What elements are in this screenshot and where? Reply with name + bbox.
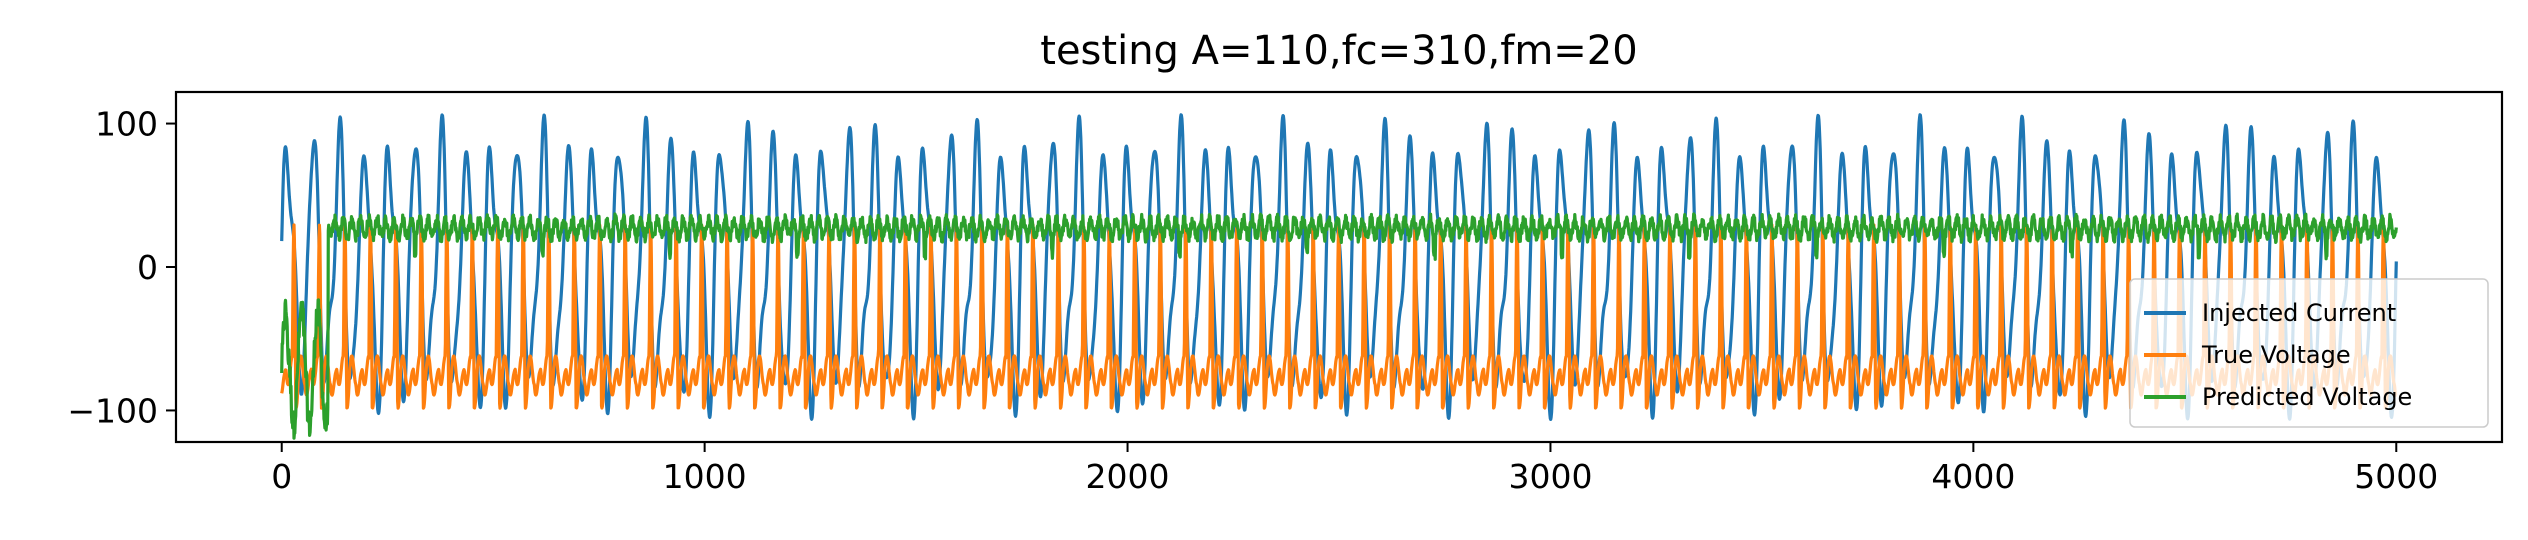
x-tick-label: 2000 xyxy=(1086,457,1170,496)
legend-label: Injected Current xyxy=(2202,299,2396,327)
chart-title: testing A=110,fc=310,fm=20 xyxy=(1040,28,1637,74)
x-tick-label: 4000 xyxy=(1931,457,2015,496)
x-tick-label: 0 xyxy=(271,457,292,496)
y-tick-label: 0 xyxy=(137,248,158,287)
x-tick-label: 3000 xyxy=(1508,457,1592,496)
y-tick-label: −100 xyxy=(67,391,158,430)
legend-box xyxy=(2129,278,2489,428)
series-layer xyxy=(280,113,2398,440)
legend: Injected Current True Voltage Predicted Vo… xyxy=(2129,278,2489,428)
y-axis: −100 0 100 xyxy=(67,105,176,430)
x-tick-label: 1000 xyxy=(663,457,747,496)
x-tick-label: 5000 xyxy=(2354,457,2438,496)
legend-label: Predicted Voltage xyxy=(2202,383,2412,411)
y-tick-label: 100 xyxy=(95,105,158,144)
series-line-2 xyxy=(280,212,2398,440)
legend-label: True Voltage xyxy=(2201,341,2351,369)
x-axis: 0 1000 2000 3000 4000 5000 xyxy=(271,442,2438,496)
